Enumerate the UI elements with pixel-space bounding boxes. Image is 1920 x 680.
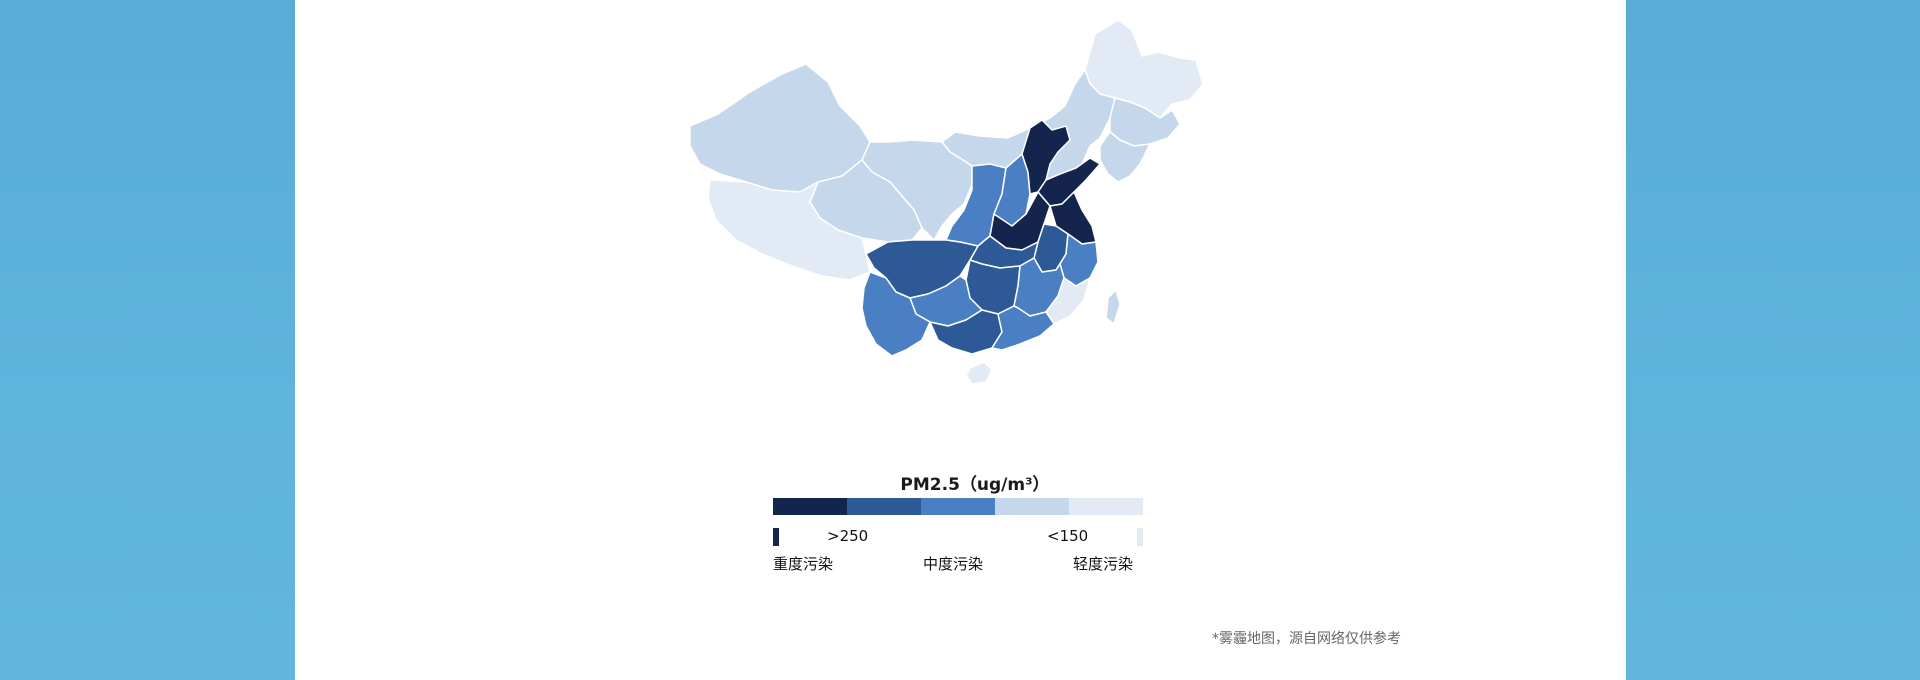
legend-light-label: 轻度污染 [1073,555,1134,573]
content-panel: PM2.5（ug/m³） >250 <150 重度污染 中度污染 轻度污染 *雾… [295,0,1626,680]
pm25-china-map [690,14,1540,464]
region-liaoning [1099,131,1151,183]
footnote: *雾霾地图，源自网络仅供参考 [1212,631,1401,647]
legend-segment-heavy-medium [847,498,921,515]
legend-segment-medium [921,498,995,515]
legend-medium-label: 中度污染 [923,555,984,573]
legend-tick-high [773,528,779,546]
legend-tick-low [1137,528,1143,546]
legend-color-scale [773,498,1143,515]
region-guangdong [991,305,1055,351]
region-hebei [1021,119,1071,195]
region-hainan [965,361,993,385]
region-fujian [1045,277,1091,325]
region-xinjiang [690,63,871,193]
region-yunnan [861,271,931,357]
legend-heavy-label: 重度污染 [773,555,834,573]
legend-segment-medium-light [995,498,1069,515]
region-taiwan [1105,289,1121,325]
legend-title: PM2.5（ug/m³） [900,475,1050,495]
left-background [0,0,295,680]
legend-segment-heavy [773,498,847,515]
right-background [1626,0,1920,680]
legend-high-value: >250 [827,527,869,545]
legend-segment-light [1069,498,1143,515]
legend-low-value: <150 [1047,527,1089,545]
